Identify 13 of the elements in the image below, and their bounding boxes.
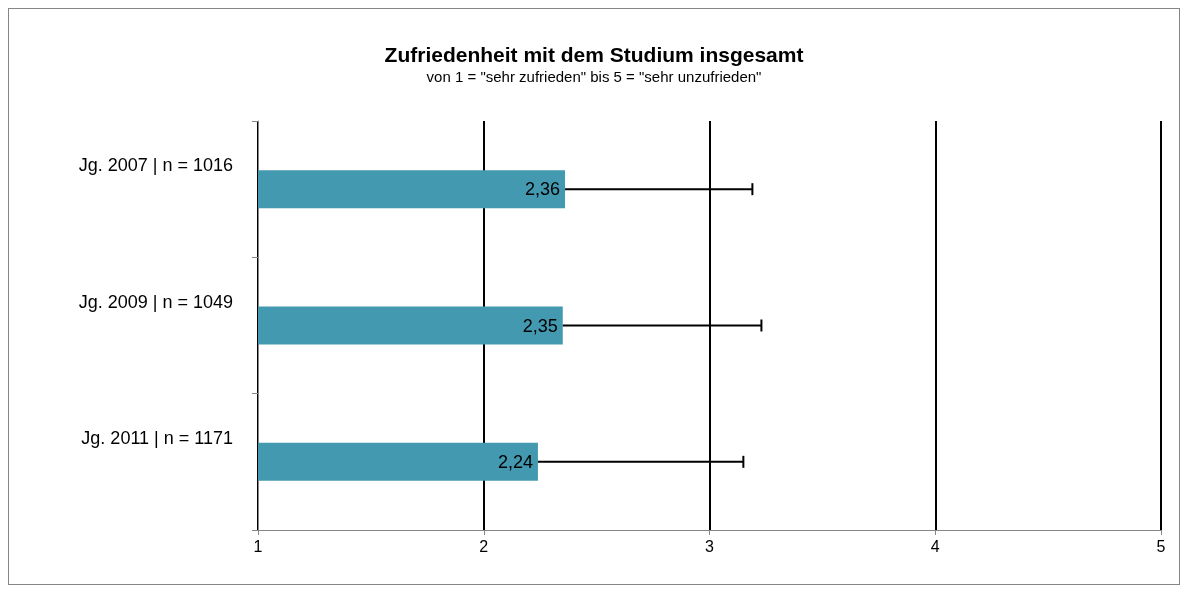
data-label: 2,35 [522, 315, 558, 336]
x-tick-label: 4 [930, 537, 940, 555]
y-tick-label: Jg. 2007 | n = 1016 [78, 155, 233, 176]
y-tick-label: Jg. 2009 | n = 1049 [78, 291, 233, 312]
x-tick-label: 3 [705, 537, 715, 555]
chart-subtitle: von 1 = "sehr zufrieden" bis 5 = "sehr unzufrieden" [426, 68, 762, 85]
x-tick-label: 2 [479, 537, 489, 555]
x-tick-label: 1 [253, 537, 263, 555]
data-label: 2,24 [497, 451, 533, 472]
y-tick-label: Jg. 2011 | n = 1171 [81, 427, 233, 448]
x-tick-label: 5 [1156, 537, 1166, 555]
data-label: 2,36 [524, 179, 561, 200]
chart-title: Zufriedenheit mit dem Studium insgesamt [384, 43, 804, 66]
